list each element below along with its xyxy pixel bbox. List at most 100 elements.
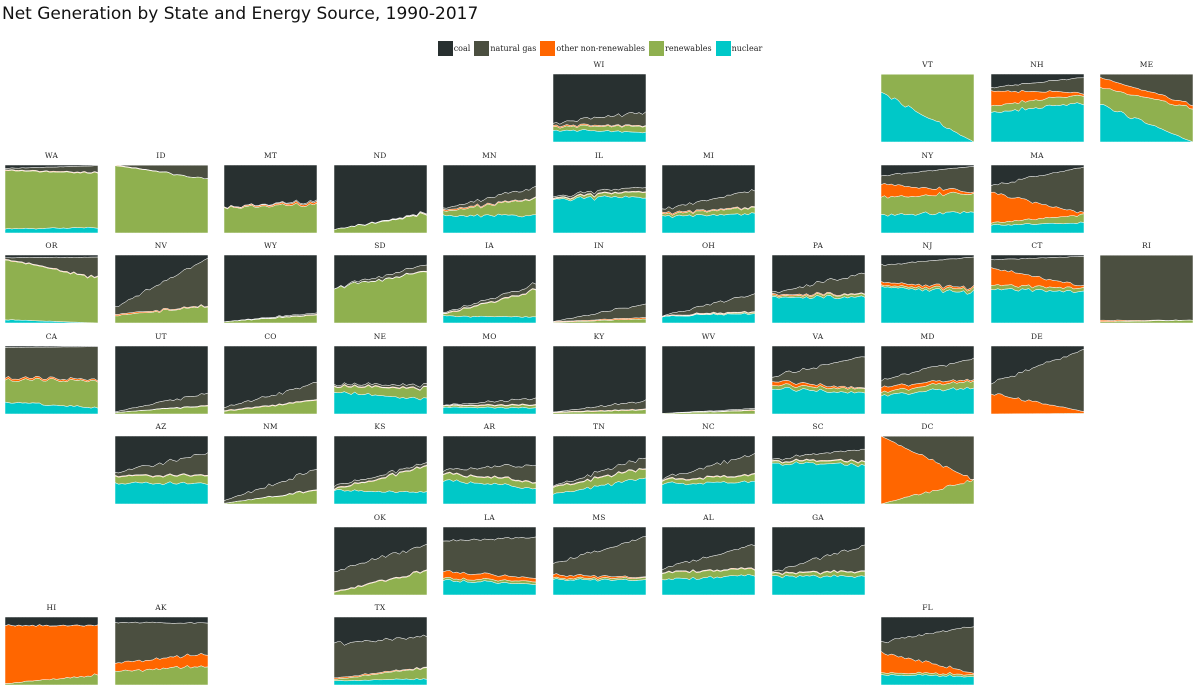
panel-label: CT — [1031, 241, 1043, 250]
area-chart — [771, 526, 865, 595]
area-nuclear — [771, 574, 865, 595]
panel-label: MN — [482, 150, 497, 160]
area-coal — [552, 74, 646, 125]
area-coal — [662, 526, 755, 570]
panel-label: UT — [155, 331, 167, 341]
area-chart — [5, 345, 98, 414]
panel-label: WI — [593, 60, 605, 69]
area-chart — [990, 74, 1084, 142]
area-chart — [5, 164, 98, 233]
panel-label: WY — [263, 241, 278, 250]
area-chart — [114, 255, 208, 323]
area-chart — [662, 345, 755, 414]
panel-label: AL — [703, 512, 714, 522]
panel-label: VT — [922, 60, 933, 69]
area-chart — [552, 255, 646, 323]
area-coal — [114, 436, 208, 474]
area-chart — [443, 345, 536, 414]
panel-label: OK — [373, 512, 387, 522]
area-coal — [552, 526, 646, 564]
area-nuclear — [771, 294, 865, 323]
area-gas — [114, 164, 208, 179]
area-chart — [552, 164, 646, 233]
area-coal — [333, 526, 427, 572]
panel-label: WA — [44, 150, 59, 160]
area-chart — [224, 436, 317, 504]
legend-item-other: other non-renewables — [540, 41, 645, 56]
panel-label: TN — [593, 422, 605, 431]
area-chart — [443, 526, 536, 595]
legend-label: other non-renewables — [556, 44, 646, 53]
panel-label: IN — [594, 241, 604, 250]
area-coal — [114, 617, 208, 624]
area-chart — [1100, 255, 1193, 323]
area-chart — [443, 164, 536, 233]
legend-label: renewables — [665, 44, 712, 53]
area-coal — [990, 164, 1084, 186]
panel-label: CA — [45, 331, 58, 341]
area-coal — [5, 164, 98, 169]
area-chart — [224, 164, 317, 233]
panel-label: CO — [264, 331, 277, 341]
panel-label: AZ — [155, 422, 167, 431]
panel-label: AK — [155, 603, 167, 612]
area-chart — [881, 255, 974, 323]
area-chart — [662, 255, 755, 323]
panel-label: GA — [812, 512, 824, 522]
area-coal — [881, 255, 974, 266]
area-gas — [1100, 255, 1193, 321]
area-coal — [552, 255, 646, 322]
chart-title: Net Generation by State and Energy Sourc… — [2, 4, 479, 24]
area-other — [5, 624, 98, 684]
area-coal — [443, 255, 536, 313]
area-coal — [771, 345, 865, 378]
area-coal — [114, 255, 208, 307]
area-chart — [552, 345, 646, 414]
legend-item-gas: natural gas — [474, 41, 536, 56]
panel-label: NM — [263, 422, 278, 431]
panel-label: NJ — [922, 241, 933, 250]
area-chart — [881, 164, 974, 233]
area-coal — [224, 436, 317, 501]
area-coal — [5, 617, 98, 627]
area-coal — [443, 526, 536, 541]
legend-label: coal — [453, 44, 471, 53]
area-chart — [881, 617, 974, 685]
panel-label: MS — [592, 512, 606, 522]
area-chart — [881, 345, 974, 414]
area-chart — [114, 345, 208, 414]
area-coal — [881, 345, 974, 382]
area-gas — [881, 436, 974, 480]
area-coal — [5, 255, 98, 259]
area-chart — [662, 164, 755, 233]
area-coal — [114, 345, 208, 412]
panel-label: DC — [921, 422, 934, 431]
area-nuclear — [771, 461, 865, 504]
area-coal — [881, 164, 974, 176]
legend-item-nuclear: nuclear — [715, 41, 762, 56]
area-chart — [881, 436, 974, 504]
area-coal — [662, 164, 755, 209]
area-chart — [114, 617, 208, 685]
area-coal — [5, 345, 98, 348]
area-chart — [333, 345, 427, 414]
area-coal — [224, 255, 317, 323]
area-chart — [990, 345, 1084, 414]
area-renew — [5, 169, 98, 229]
area-chart — [333, 164, 427, 233]
area-gas — [443, 536, 536, 579]
panel-label: HI — [46, 603, 57, 612]
panel-label: MT — [263, 150, 278, 160]
area-chart — [5, 617, 98, 685]
panel-label: FL — [922, 603, 933, 612]
area-chart — [771, 436, 865, 504]
area-nuclear — [990, 288, 1084, 323]
area-coal — [552, 436, 646, 487]
legend-item-coal: coal — [437, 41, 471, 56]
area-nuclear — [552, 577, 646, 595]
panel-label: DE — [1031, 331, 1043, 341]
legend-item-renew: renewables — [649, 41, 712, 56]
legend-swatch-nuclear — [715, 41, 731, 56]
area-chart — [443, 255, 536, 323]
area-coal — [224, 345, 317, 408]
